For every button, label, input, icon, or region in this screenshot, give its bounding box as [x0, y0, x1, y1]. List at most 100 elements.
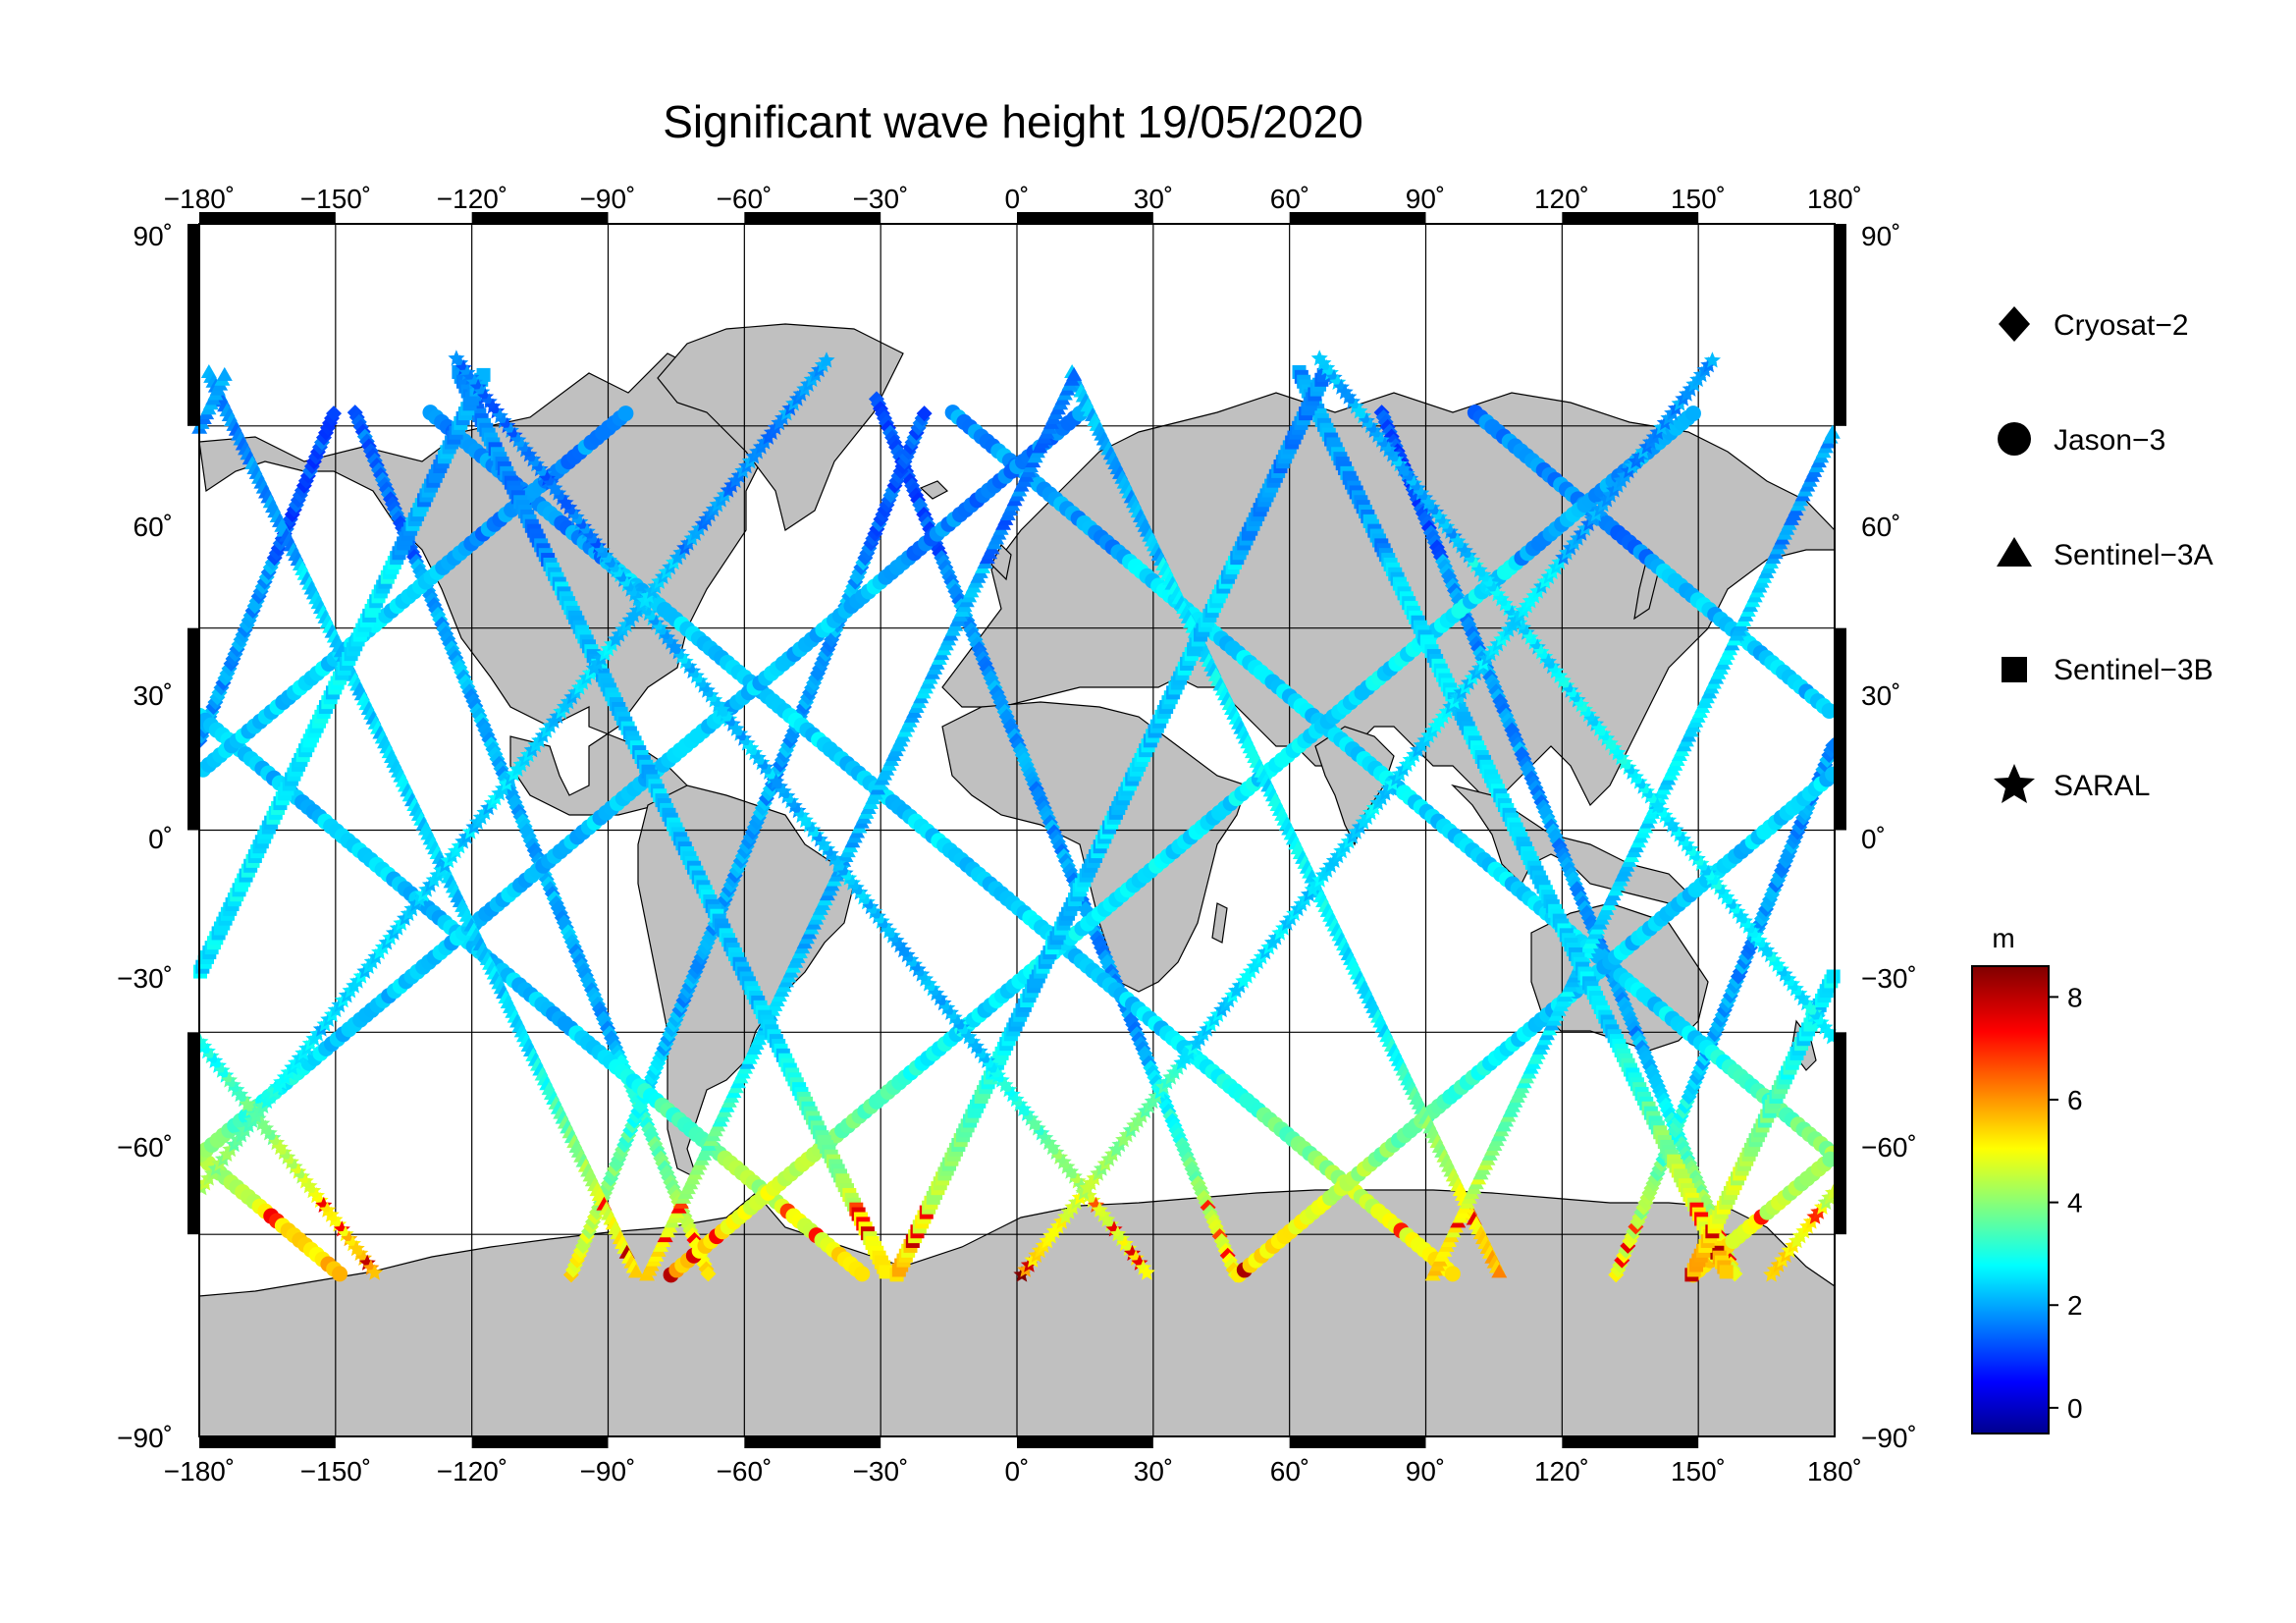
colorbar-tick-label: 2 — [2067, 1290, 2083, 1321]
y-tick-right: 90˚ — [1861, 221, 1900, 251]
frame-bar — [187, 224, 199, 426]
x-tick-bottom: −60˚ — [717, 1456, 773, 1487]
land-north-america — [198, 352, 767, 816]
frame-bar — [471, 212, 609, 224]
circle-marker — [1444, 1266, 1461, 1282]
legend-item-jason3: Jason−3 — [1998, 422, 2165, 457]
star-marker — [1776, 965, 1793, 982]
star-marker — [880, 922, 898, 939]
triangle-marker — [216, 366, 233, 381]
x-tick-top: 30˚ — [1134, 184, 1173, 214]
y-tick-right: −60˚ — [1861, 1132, 1917, 1163]
star-marker — [1453, 537, 1470, 554]
frame-bar — [1017, 212, 1153, 224]
triangle-marker — [1066, 366, 1083, 381]
x-tick-top: −180˚ — [164, 184, 235, 214]
y-tick-right: 0˚ — [1861, 824, 1886, 854]
frame-bar — [187, 1032, 199, 1235]
x-tick-top: 150˚ — [1671, 184, 1726, 214]
frame-bar — [471, 1436, 609, 1448]
square-icon — [2002, 657, 2027, 682]
square-marker — [1826, 969, 1841, 984]
legend-label: Cryosat−2 — [2054, 309, 2189, 342]
star-marker — [1703, 352, 1721, 368]
triangle-icon — [1997, 537, 2032, 567]
star-marker — [1780, 970, 1797, 987]
star-marker — [307, 1187, 325, 1204]
x-tick-top: −120˚ — [437, 184, 507, 214]
circle-marker — [617, 406, 634, 422]
frame-bars — [187, 212, 1846, 1448]
triangle-marker — [1824, 424, 1841, 439]
x-tick-top: −150˚ — [300, 184, 371, 214]
y-tick-left: 30˚ — [133, 680, 173, 711]
legend-item-sentinel3b: Sentinel−3B — [2002, 654, 2214, 686]
star-marker — [709, 696, 727, 713]
star-marker — [1037, 1129, 1054, 1146]
y-tick-right: −90˚ — [1861, 1423, 1917, 1453]
diamond-marker — [326, 406, 343, 422]
frame-bar — [199, 1436, 336, 1448]
circle-marker — [1684, 406, 1701, 422]
land-iceland — [919, 480, 948, 500]
y-axis-right: 90˚ 60˚ 30˚ 0˚ −30˚ −60˚ −90˚ — [1861, 221, 1917, 1453]
star-marker — [1138, 1264, 1155, 1280]
diamond-icon — [1999, 306, 2030, 342]
star-marker — [1449, 532, 1467, 549]
frame-bar — [187, 627, 199, 831]
x-tick-top: 120˚ — [1534, 184, 1589, 214]
frame-bar — [199, 212, 336, 224]
x-tick-bottom: 90˚ — [1406, 1456, 1445, 1487]
star-icon — [1994, 764, 2035, 803]
colorbar-tick-label: 0 — [2067, 1393, 2083, 1424]
star-marker — [1616, 753, 1633, 771]
colorbar-unit: m — [1992, 923, 2014, 953]
x-axis-bottom: −180˚ −150˚ −120˚ −90˚ −60˚ −30˚ 0˚ 30˚ … — [164, 1456, 1862, 1487]
map-title: Significant wave height 19/05/2020 — [663, 96, 1363, 147]
frame-bar — [1835, 1032, 1846, 1235]
x-tick-top: −30˚ — [853, 184, 909, 214]
y-tick-left: 90˚ — [133, 221, 173, 251]
star-marker — [1772, 960, 1789, 977]
graticule — [199, 224, 1835, 1436]
colorbar-ticks: 8 6 4 2 0 — [2049, 982, 2083, 1424]
y-tick-left: 0˚ — [148, 824, 173, 854]
star-marker — [877, 917, 894, 934]
satellite-tracks — [191, 350, 1842, 1283]
legend-label: Jason−3 — [2054, 424, 2165, 457]
frame-bar — [744, 212, 881, 224]
triangle-marker — [1491, 1264, 1508, 1278]
colorbar-tick-label: 6 — [2067, 1085, 2083, 1115]
star-marker — [717, 705, 734, 723]
circle-icon — [1998, 422, 2031, 456]
legend-label: SARAL — [2054, 770, 2150, 802]
x-tick-bottom: −150˚ — [300, 1456, 371, 1487]
circle-marker — [1821, 702, 1838, 719]
frame-bar — [1289, 212, 1426, 224]
x-axis-top: −180˚ −150˚ −120˚ −90˚ −60˚ −30˚ 0˚ 30˚ … — [164, 184, 1862, 214]
colorbar-tick-label: 4 — [2067, 1188, 2083, 1218]
x-tick-top: −60˚ — [717, 184, 773, 214]
x-tick-bottom: −120˚ — [437, 1456, 507, 1487]
x-tick-bottom: 180˚ — [1807, 1456, 1862, 1487]
square-marker — [879, 1265, 893, 1279]
star-marker — [1612, 749, 1630, 766]
star-marker — [1445, 527, 1463, 544]
x-tick-bottom: −180˚ — [164, 1456, 235, 1487]
circle-marker — [332, 1266, 348, 1282]
square-marker — [476, 367, 491, 382]
x-tick-top: 90˚ — [1406, 184, 1445, 214]
star-marker — [546, 479, 563, 496]
y-tick-left: −60˚ — [117, 1132, 173, 1163]
legend-item-sentinel3a: Sentinel−3A — [1997, 537, 2214, 571]
frame-bar — [1017, 1436, 1153, 1448]
land-madagascar — [1211, 902, 1228, 944]
x-tick-top: 0˚ — [1005, 184, 1030, 214]
star-marker — [713, 701, 730, 718]
colorbar-gradient — [1971, 965, 2050, 1434]
y-tick-left: −90˚ — [117, 1423, 173, 1453]
x-tick-bottom: 60˚ — [1270, 1456, 1309, 1487]
diamond-marker — [916, 406, 933, 422]
y-tick-left: 60˚ — [133, 512, 173, 542]
